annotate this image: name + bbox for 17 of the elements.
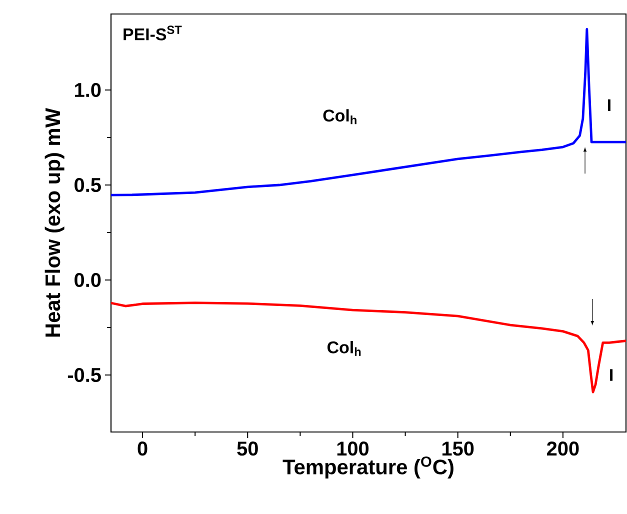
annotation: Col$_{h}$ (328, 340, 361, 356)
y-tick-label: -0.5 (68, 368, 101, 382)
x-tick-label: 150 (442, 442, 474, 456)
annotation: I (608, 99, 610, 112)
annotation: I (610, 369, 613, 381)
line-series (110, 302, 627, 394)
x-tick-label: 100 (337, 442, 369, 456)
y-axis-title: Heat Flow (exo up) mW (44, 108, 64, 337)
y-tick-label: 0.0 (74, 272, 101, 288)
annotation: Col$_{h}$ (323, 109, 356, 124)
x-tick-label: 50 (237, 442, 258, 456)
x-axis-title: Temperature ($^{O}$C) (282, 456, 454, 479)
x-tick-label: 0 (138, 442, 148, 456)
annotation: PEI-S$^{ST}$ (124, 26, 182, 40)
x-tick-label: 200 (547, 442, 579, 456)
y-tick-label: 1.0 (75, 82, 101, 98)
y-tick-label: 0.5 (74, 178, 101, 192)
